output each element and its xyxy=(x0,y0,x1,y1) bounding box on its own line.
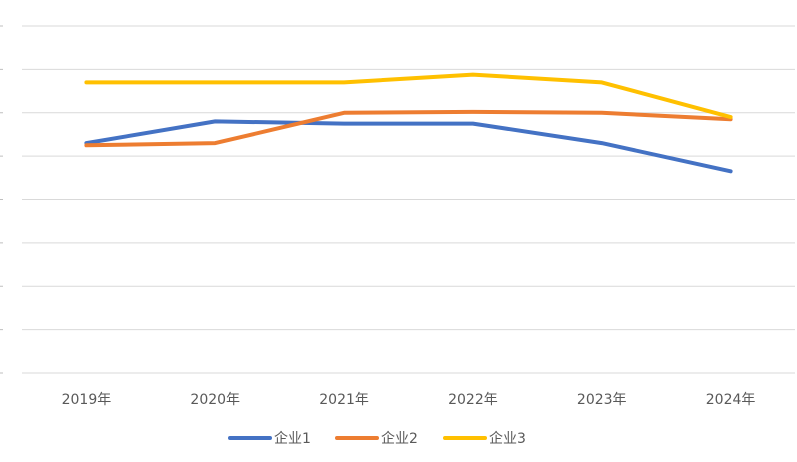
x-tick-label-3: 2022年 xyxy=(448,392,498,408)
x-tick-label-5: 2024年 xyxy=(706,392,756,408)
series-lines xyxy=(84,72,733,174)
legend-label-1: 企业1 xyxy=(274,430,311,447)
series-line-1 xyxy=(84,119,733,174)
series-line-2 xyxy=(84,109,733,148)
x-tick-label-2: 2021年 xyxy=(319,392,369,408)
legend: 企业1 企业2 企业3 xyxy=(228,430,526,447)
legend-label-2: 企业2 xyxy=(381,430,418,447)
x-tick-label-0: 2019年 xyxy=(62,392,112,408)
legend-label-3: 企业3 xyxy=(489,430,526,447)
x-tick-label-1: 2020年 xyxy=(190,392,240,408)
x-tick-label-4: 2023年 xyxy=(577,392,627,408)
x-axis: 2019年 2020年 2021年 2022年 2023年 2024年 xyxy=(62,392,756,408)
series-line-3 xyxy=(84,72,733,120)
